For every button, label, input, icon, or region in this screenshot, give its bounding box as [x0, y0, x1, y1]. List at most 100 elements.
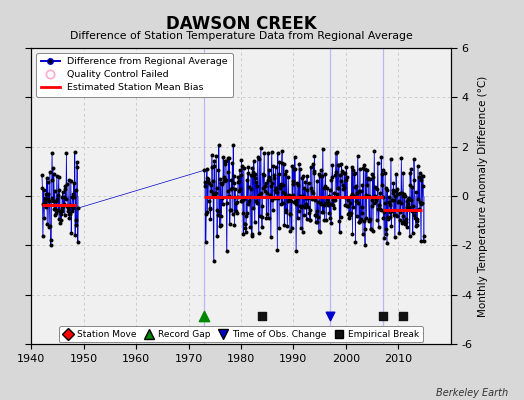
Point [282, 207, 290, 213]
Point [41, 200, 50, 206]
Point [322, 199, 330, 206]
Point [301, 204, 309, 211]
Point [225, 193, 233, 199]
Point [398, 193, 407, 200]
Point [58, 194, 67, 200]
Point [351, 238, 359, 245]
Point [399, 312, 408, 319]
Point [368, 196, 376, 203]
Point [358, 231, 367, 238]
Point [319, 209, 328, 215]
Point [245, 184, 253, 191]
Point [394, 191, 402, 197]
Point [394, 199, 402, 206]
Point [316, 229, 324, 235]
Point [54, 174, 63, 180]
Point [221, 161, 230, 168]
Point [336, 172, 344, 178]
Point [38, 185, 47, 192]
Point [269, 206, 277, 213]
Point [205, 198, 213, 204]
Point [314, 214, 322, 220]
Point [387, 156, 395, 162]
Point [241, 225, 249, 232]
Point [227, 176, 236, 183]
Point [330, 197, 338, 203]
Point [53, 192, 62, 198]
Point [65, 176, 73, 183]
Point [219, 201, 227, 208]
Point [335, 228, 344, 235]
Point [361, 166, 369, 172]
Point [416, 199, 424, 205]
Point [233, 210, 241, 216]
Point [256, 192, 265, 198]
Point [352, 198, 360, 204]
Point [299, 192, 308, 199]
Point [316, 167, 325, 173]
Point [292, 201, 301, 208]
Point [276, 181, 285, 188]
Point [231, 186, 239, 192]
Point [295, 160, 303, 167]
Point [302, 216, 311, 222]
Point [219, 153, 227, 160]
Point [418, 173, 426, 179]
Point [328, 174, 336, 180]
Point [318, 173, 326, 179]
Point [303, 194, 312, 201]
Point [378, 312, 387, 319]
Point [402, 204, 411, 211]
Point [348, 167, 357, 174]
Point [374, 206, 383, 212]
Point [298, 229, 307, 235]
Point [307, 164, 315, 171]
Point [326, 215, 334, 221]
Point [69, 205, 78, 211]
Point [306, 216, 314, 223]
Point [339, 182, 347, 188]
Point [316, 200, 325, 206]
Point [300, 212, 308, 218]
Point [391, 212, 400, 218]
Point [207, 188, 215, 194]
Point [41, 204, 50, 210]
Point [324, 202, 333, 208]
Point [387, 223, 396, 230]
Point [257, 190, 265, 196]
Point [215, 223, 224, 230]
Point [233, 194, 242, 200]
Point [337, 160, 346, 167]
Point [361, 226, 369, 232]
Point [298, 175, 307, 182]
Point [414, 174, 423, 180]
Point [366, 215, 375, 222]
Point [51, 212, 60, 218]
Point [350, 171, 358, 177]
Point [348, 164, 356, 170]
Point [55, 186, 63, 193]
Point [312, 211, 320, 218]
Point [411, 215, 419, 221]
Point [74, 205, 82, 211]
Point [345, 215, 353, 222]
Point [267, 234, 275, 240]
Point [366, 176, 374, 182]
Point [309, 169, 318, 176]
Point [311, 218, 320, 225]
Point [272, 189, 280, 196]
Point [364, 175, 372, 181]
Point [250, 173, 258, 179]
Point [282, 193, 291, 200]
Point [242, 212, 250, 219]
Point [356, 166, 364, 172]
Point [44, 196, 52, 202]
Point [324, 199, 332, 206]
Point [272, 189, 281, 195]
Point [377, 207, 385, 213]
Point [408, 184, 417, 191]
Point [283, 223, 291, 230]
Point [252, 178, 260, 185]
Point [352, 182, 361, 189]
Point [362, 214, 370, 221]
